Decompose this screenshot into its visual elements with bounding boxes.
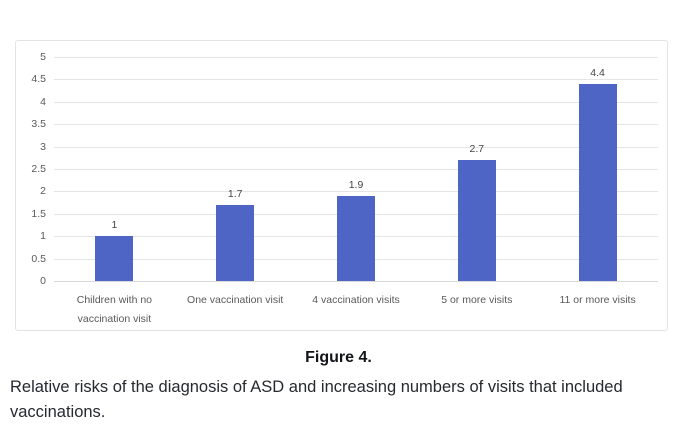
y-axis-tick-4: 4: [40, 95, 46, 108]
gridline-0: [54, 281, 658, 282]
bar-value-label-2: 1.7: [227, 187, 243, 200]
gridline-3.5: [54, 124, 658, 126]
x-axis-label-1: Children with no vaccination visit: [76, 294, 153, 325]
y-axis-tick-3.5: 3.5: [31, 118, 46, 131]
y-axis-tick-0.5: 0.5: [31, 252, 46, 265]
bar-4: [457, 160, 496, 281]
gridline-4: [54, 101, 658, 103]
bar-value-label-1: 1: [111, 219, 118, 232]
bar-value-label-5: 4.4: [590, 66, 605, 79]
gridline-3: [54, 146, 658, 148]
y-axis-tick-0: 0: [40, 275, 46, 287]
bar-1: [95, 236, 134, 281]
gridline-2: [54, 191, 658, 193]
bar-2: [216, 204, 255, 281]
bar-5: [578, 83, 617, 281]
y-axis-tick-1: 1: [40, 230, 46, 243]
x-axis-label-4: 5 or more visits: [441, 294, 513, 306]
gridline-2.5: [54, 169, 658, 170]
x-axis-label-3: 4 vaccination visits: [312, 294, 400, 306]
y-axis-tick-2.5: 2.5: [31, 163, 46, 175]
y-axis-tick-4.5: 4.5: [31, 73, 46, 86]
bar-chart-figure: 0 0.5 1 1.5 2 2.5 3 3.5 4 4.5 5 1 Children with no v…: [15, 40, 668, 331]
y-axis-tick-1.5: 1.5: [31, 207, 46, 220]
gridline-4.5: [54, 79, 658, 81]
bar-3: [337, 195, 375, 281]
figure-caption-title: Figure 4.: [305, 349, 372, 366]
gridline-5: [54, 57, 658, 58]
y-axis-tick-3: 3: [40, 140, 46, 153]
y-axis-tick-5: 5: [40, 51, 46, 63]
bar-value-label-4: 2.7: [469, 143, 485, 156]
x-axis-label-5: 11 or more visits: [559, 294, 636, 306]
figure-caption-body: Relative risks of the diagnosis of ASD a…: [10, 378, 623, 421]
x-axis-label-2: One vaccination visit: [187, 294, 284, 306]
y-axis-tick-2: 2: [40, 185, 46, 198]
bar-value-label-3: 1.9: [348, 178, 364, 191]
